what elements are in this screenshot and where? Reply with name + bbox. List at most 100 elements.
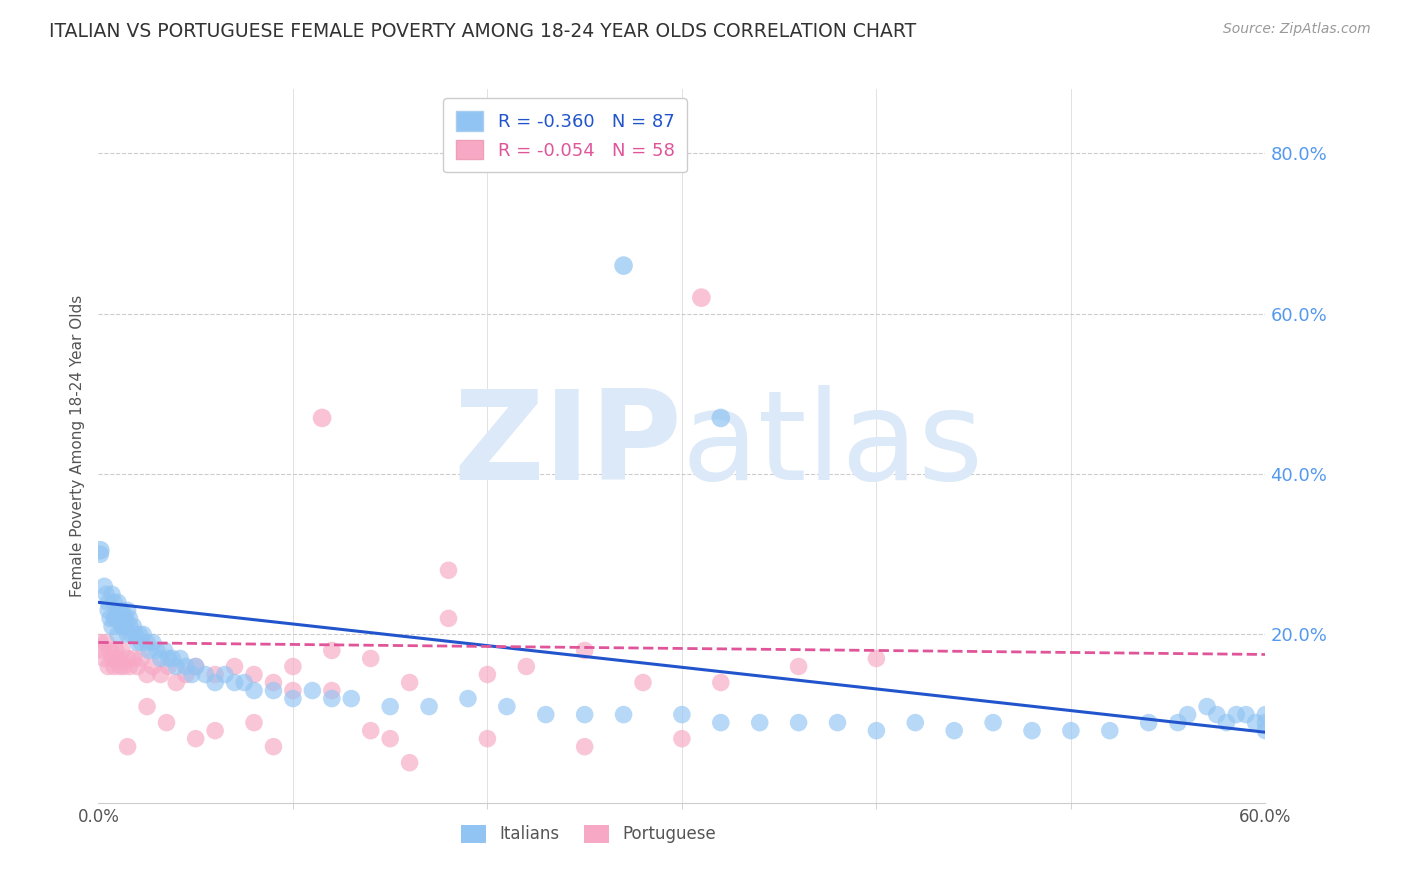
Point <box>574 643 596 657</box>
Point <box>128 627 150 641</box>
Point <box>136 699 159 714</box>
Point <box>104 611 127 625</box>
Point <box>104 643 127 657</box>
Point <box>107 627 129 641</box>
Legend: Italians, Portuguese: Italians, Portuguese <box>453 816 724 852</box>
Point <box>149 651 172 665</box>
Point <box>121 627 143 641</box>
Point <box>157 651 180 665</box>
Point <box>281 683 304 698</box>
Point <box>114 619 136 633</box>
Point <box>1225 707 1247 722</box>
Point <box>457 691 479 706</box>
Point <box>671 707 693 722</box>
Point <box>1254 723 1277 738</box>
Point <box>710 715 733 730</box>
Point <box>281 659 304 673</box>
Point <box>89 635 111 649</box>
Y-axis label: Female Poverty Among 18-24 Year Olds: Female Poverty Among 18-24 Year Olds <box>69 295 84 597</box>
Point <box>981 715 1004 730</box>
Point <box>112 619 135 633</box>
Point <box>136 635 159 649</box>
Point <box>1137 715 1160 730</box>
Point <box>114 611 136 625</box>
Point <box>321 643 343 657</box>
Point <box>224 675 246 690</box>
Point <box>243 683 266 698</box>
Point <box>96 587 118 601</box>
Point <box>194 667 217 681</box>
Point <box>98 611 121 625</box>
Point <box>1234 707 1257 722</box>
Point <box>91 643 114 657</box>
Point <box>360 651 382 665</box>
Point <box>787 715 810 730</box>
Point <box>574 707 596 722</box>
Point <box>1060 723 1083 738</box>
Point <box>865 651 887 665</box>
Point <box>138 643 160 657</box>
Point <box>1098 723 1121 738</box>
Point <box>174 659 197 673</box>
Point <box>129 651 152 665</box>
Point <box>1205 707 1227 722</box>
Point <box>165 675 187 690</box>
Point <box>117 627 139 641</box>
Point <box>184 731 207 746</box>
Point <box>418 699 440 714</box>
Point <box>710 411 733 425</box>
Point <box>380 699 402 714</box>
Point <box>97 603 120 617</box>
Point <box>243 667 266 681</box>
Point <box>136 667 159 681</box>
Point <box>180 667 202 681</box>
Point <box>1254 715 1277 730</box>
Point <box>184 659 207 673</box>
Point <box>690 291 713 305</box>
Point <box>496 699 519 714</box>
Point <box>112 611 135 625</box>
Point <box>943 723 966 738</box>
Point <box>103 611 125 625</box>
Point <box>96 635 118 649</box>
Point <box>93 651 115 665</box>
Text: ZIP: ZIP <box>453 385 682 507</box>
Point <box>165 659 187 673</box>
Point <box>827 715 849 730</box>
Point <box>204 675 226 690</box>
Point <box>169 651 191 665</box>
Point <box>613 259 636 273</box>
Point <box>98 643 121 657</box>
Point <box>174 667 197 681</box>
Point <box>149 667 172 681</box>
Point <box>865 723 887 738</box>
Point <box>574 739 596 754</box>
Point <box>157 659 180 673</box>
Point <box>321 691 343 706</box>
Point <box>631 675 654 690</box>
Point <box>103 595 125 609</box>
Point <box>132 627 155 641</box>
Point <box>262 675 284 690</box>
Text: ITALIAN VS PORTUGUESE FEMALE POVERTY AMONG 18-24 YEAR OLDS CORRELATION CHART: ITALIAN VS PORTUGUESE FEMALE POVERTY AMO… <box>49 22 917 41</box>
Point <box>89 547 111 561</box>
Point <box>214 667 236 681</box>
Point <box>97 659 120 673</box>
Point <box>142 659 165 673</box>
Point <box>904 715 927 730</box>
Point <box>477 667 499 681</box>
Point <box>437 563 460 577</box>
Point <box>93 579 115 593</box>
Point <box>122 651 145 665</box>
Point <box>1244 715 1267 730</box>
Text: Source: ZipAtlas.com: Source: ZipAtlas.com <box>1223 22 1371 37</box>
Point <box>108 603 131 617</box>
Point <box>321 683 343 698</box>
Point <box>437 611 460 625</box>
Point <box>671 731 693 746</box>
Point <box>117 651 139 665</box>
Point <box>111 603 134 617</box>
Point <box>1195 699 1218 714</box>
Point <box>224 659 246 673</box>
Point <box>146 643 169 657</box>
